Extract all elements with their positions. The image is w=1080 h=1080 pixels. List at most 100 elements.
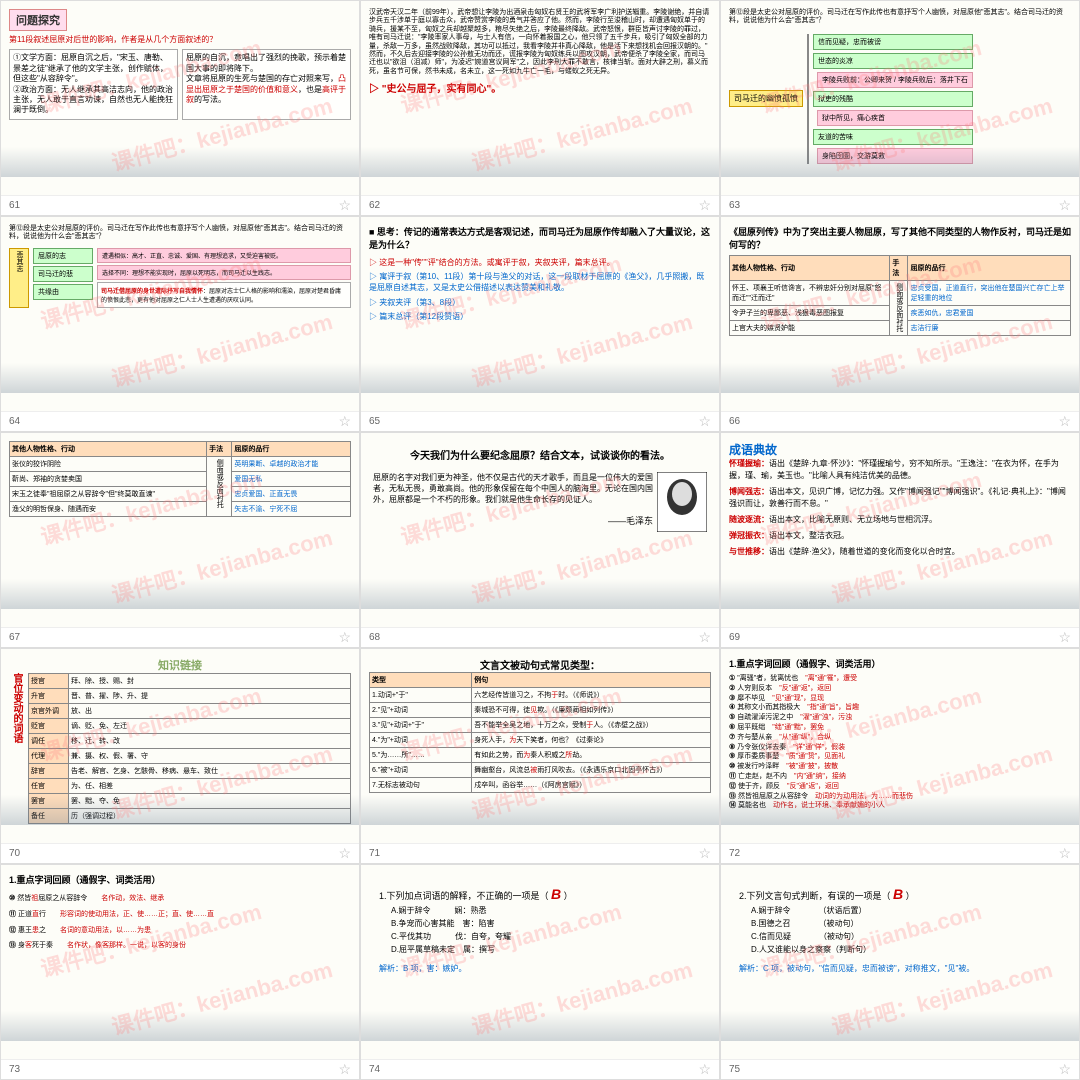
slide-number: 63 [729,200,740,211]
favorite-icon[interactable]: ☆ [338,413,351,430]
table-cell: 渔父的明哲保身、随遇而安 [10,502,207,517]
vocab-category: 升官 [29,689,69,704]
slide-71[interactable]: 课件吧：kejianba.com课件吧：kejianba.com文言文被动句式常… [360,648,720,864]
favorite-icon[interactable]: ☆ [1058,845,1071,862]
slide-73[interactable]: 课件吧：kejianba.com课件吧：kejianba.com1.重点字词回顾… [0,864,360,1080]
section-title: 问题探究 [9,9,67,31]
bullet: ▷ 夹叙夹评（第3、8段） [369,297,711,308]
favorite-icon[interactable]: ☆ [338,1061,351,1078]
quiz-option: C.平伐其功 伐：自夸，夸耀 [391,931,701,944]
flow-item: 世态的炎凉 [813,53,973,69]
slide-number: 72 [729,848,740,859]
slide-64[interactable]: 课件吧：kejianba.com课件吧：kejianba.com第⑫段是太史公对… [0,216,360,432]
bullet: ▷ 这是一种"传""评"结合的方法。或寓评于叙，夹叙夹评，篇末总评。 [369,257,711,268]
favorite-icon[interactable]: ☆ [698,629,711,646]
comparison-table: 其他人物性格、行动手法屈原的品行 张仪的狡诈阴险侧面或反面衬托英明果断、卓越的政… [9,441,351,517]
body-text: 汉武帝天汉二年（前99年），武帝想让李陵为出酒泉击匈奴右贤王的武将军李广利护送辎… [369,9,711,76]
portrait [657,472,707,532]
slide-footer: 73☆ [1,1059,359,1079]
flow-item: 屈原的志 [33,248,93,264]
slide-67[interactable]: 课件吧：kejianba.com课件吧：kejianba.com 其他人物性格、… [0,432,360,648]
grammar-type: 7.无标志被动句 [370,778,472,793]
quote: ▷ "史公与屈子，实有同心"。 [369,80,711,95]
vocab-words: 谪、贬、免、左迁 [69,719,351,734]
note: 选择不同：理想不能实现时，屈原以死明志，而司马迁以生践志。 [97,265,351,280]
slide-number: 71 [369,848,380,859]
slide-footer: 70☆ [1,843,359,863]
table-cell: 靳尚、郑袖的贪婪卖国 [10,472,207,487]
question: ■ 思考：传记的通常表达方式是客观记述，而司马迁为屈原作传却融入了大量议论，这是… [369,225,711,251]
slide-61[interactable]: 课件吧：kejianba.com课件吧：kejianba.com问题探究 第11… [0,0,360,216]
quiz-option: B.争宠而心害其能 害：陷害 [391,918,701,931]
favorite-icon[interactable]: ☆ [338,197,351,214]
flow-item: 狱吏的残酷 [813,91,973,107]
vocab-category: 京官外调 [29,704,69,719]
slide-69[interactable]: 课件吧：kejianba.com课件吧：kejianba.com成语典故 怀瑾握… [720,432,1080,648]
vocab-words: 告老、解官、乞身、乞骸骨、移病、悬车、致仕 [69,764,351,779]
favorite-icon[interactable]: ☆ [1058,629,1071,646]
slide-footer: 75☆ [721,1059,1079,1079]
slide-footer: 74 ☆ [361,1059,719,1079]
table-cell: 忠贞受国，正道直行，突出他在楚国兴亡存亡上举足轻重的地位 [908,281,1071,306]
slide-footer: 69 ☆ [721,627,1079,647]
favorite-icon[interactable]: ☆ [338,629,351,646]
slide-65[interactable]: 课件吧：kejianba.com课件吧：kejianba.com■ 思考：传记的… [360,216,720,432]
slide-number: 66 [729,416,740,427]
vocab-words: 放、出 [69,704,351,719]
favorite-icon[interactable]: ☆ [338,845,351,862]
idiom-list: 怀瑾握瑜：语出《楚辞·九章·怀沙》："怀瑾握瑜兮，穷不知所示。"王逸注："在衣为… [729,458,1071,558]
slide-number: 64 [9,416,20,427]
vocab-words: 移、迁、转、改 [69,734,351,749]
quiz-question: 1.下列加点词语的解释，不正确的一项是（ B ） A.娴于辞令 娴：熟悉B.争宠… [369,873,711,985]
favorite-icon[interactable]: ☆ [1058,197,1071,214]
slide-72[interactable]: 课件吧：kejianba.com课件吧：kejianba.com1.重点字词回顾… [720,648,1080,864]
table-header: 类型 [370,673,472,688]
vocab-words: 晋、普、擢、陟、升、提 [69,689,351,704]
slide-number: 74 [369,1064,380,1075]
question: 第⑫段是太史公对屈原的评价。司马迁在写作此传也有意抒写个人幽愤，对屈原他"悲其志… [9,225,351,242]
slide-footer: 71 ☆ [361,843,719,863]
slide-70[interactable]: 课件吧：kejianba.com课件吧：kejianba.com知识链接 官位变… [0,648,360,864]
table-header: 其他人物性格、行动 [730,256,890,281]
review-title: 1.重点字词回顾（通假字、词类活用） [9,873,351,886]
favorite-icon[interactable]: ☆ [698,413,711,430]
favorite-icon[interactable]: ☆ [698,1061,711,1078]
favorite-icon[interactable]: ☆ [1058,1061,1071,1078]
grammar-example: 有如此之势，而为秦人积威之所劫。 [472,748,711,763]
slide-68[interactable]: 课件吧：kejianba.com课件吧：kejianba.com今天我们为什么要… [360,432,720,648]
grammar-type: 2."见"+动词 [370,703,472,718]
bullet: ▷ 寓评于叙（第10、11段）第十段与渔父的对话，这一段取材于屈原的《渔父》，几… [369,271,711,293]
slide-footer: 67☆ [1,627,359,647]
slide-number: 62 [369,200,380,211]
table-cell: 宋玉之徒奉"祖屈原之从容辞令"但"终莫敢直谏" [10,487,207,502]
favorite-icon[interactable]: ☆ [1058,413,1071,430]
grammar-table: 类型例句 1.动词+"于"六艺经传皆道习之，不拘于时。（《师说》）2."见"+动… [369,672,711,793]
table-header: 手法 [207,442,232,457]
table-header: 屈原的品行 [232,442,351,457]
grammar-type: 6."被"+动词 [370,763,472,778]
slide-74[interactable]: 课件吧：kejianba.com课件吧：kejianba.com1.下列加点词语… [360,864,720,1080]
table-cell: 上官大夫的嫉贤妒能 [730,321,890,336]
slide-number: 69 [729,632,740,643]
table-header: 例句 [472,673,711,688]
note: 司马迁借屈原的身世遭际抒写自我情怀：屈原对志士仁人格的影响和濡染，屈原对楚君昏庸… [97,282,351,308]
left-label: 悲其志 [9,248,29,308]
grammar-example: 戍卒叫，函谷举……（《阿房宫赋》） [472,778,711,793]
table-cell: 英明果断、卓越的政治才能 [232,457,351,472]
section-title: 成语典故 [729,441,1071,458]
favorite-icon[interactable]: ☆ [698,197,711,214]
grammar-type: 5."为……所"…… [370,748,472,763]
table-cell: 令尹子兰的卑鄙恶、浅狠毒恶图报复 [730,306,890,321]
vocab-category: 代理 [29,749,69,764]
grammar-example: 六艺经传皆道习之，不拘于时。（《师说》） [472,688,711,703]
quiz-option: B.国德之召 （被动句） [751,918,1061,931]
slide-75[interactable]: 课件吧：kejianba.com课件吧：kejianba.com2.下列文言句式… [720,864,1080,1080]
vocab-category: 任官 [29,779,69,794]
answer-right: 屈原的自沉，竟唱出了强烈的挽歌，预示着楚国大事的即将降下。文章将屈原的生死与楚国… [182,49,351,119]
favorite-icon[interactable]: ☆ [698,845,711,862]
slide-62[interactable]: 课件吧：kejianba.com课件吧：kejianba.com汉武帝天汉二年（… [360,0,720,216]
slide-63[interactable]: 课件吧：kejianba.com课件吧：kejianba.com第⑫段是太史公对… [720,0,1080,216]
vocab-category: 贬官 [29,719,69,734]
slide-66[interactable]: 课件吧：kejianba.com课件吧：kejianba.com《屈原列传》中为… [720,216,1080,432]
vocab-category: 调任 [29,734,69,749]
